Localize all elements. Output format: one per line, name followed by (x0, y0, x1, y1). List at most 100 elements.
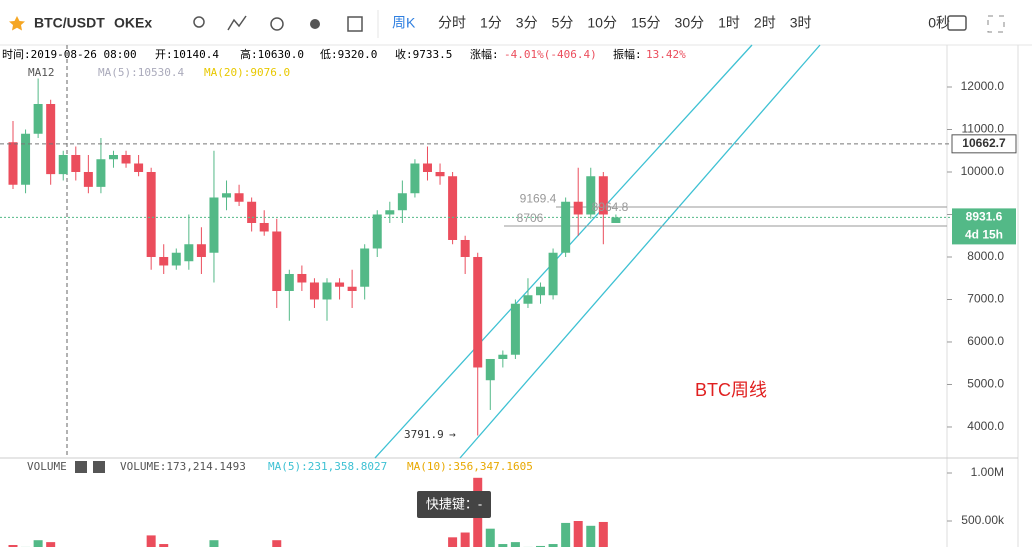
candle-body (96, 159, 106, 187)
screenshot-icon[interactable] (947, 15, 967, 31)
interval-tab[interactable]: 10分 (587, 15, 617, 31)
candle-body (46, 103, 56, 175)
candle-body (83, 171, 93, 187)
last-price-label: 8931.6 (966, 210, 1003, 224)
info-time: 时间:2019-08-26 08:00 (2, 48, 137, 61)
volume-bar (498, 544, 508, 547)
volume-bar (561, 522, 571, 547)
layout-icon[interactable] (347, 16, 363, 32)
candle-body (397, 193, 407, 211)
candle-body (247, 201, 257, 223)
volume-name: VOLUME (27, 460, 67, 473)
indicator-icon[interactable] (227, 15, 247, 31)
exchange: OKEx (114, 15, 152, 31)
bar-countdown: 4d 15h (965, 228, 1003, 242)
fullscreen-icon[interactable] (987, 15, 1005, 33)
candle-body (134, 163, 144, 172)
volume-bar (586, 525, 596, 547)
candle-body (146, 171, 156, 257)
price-mark: 9169.4 (520, 191, 557, 205)
candle-body (422, 163, 432, 172)
ma-name: MA12 (28, 66, 55, 79)
volume-bar (485, 528, 495, 547)
volume-bar (448, 537, 458, 547)
candle-body (234, 193, 244, 202)
info-change-label: 涨幅: (470, 48, 499, 61)
period-select[interactable]: 周K (392, 15, 416, 31)
interval-tab[interactable]: 5分 (552, 15, 574, 31)
interval-tab[interactable]: 1分 (480, 15, 502, 31)
y-tick-label: 10000.0 (961, 164, 1005, 178)
candle-body (548, 252, 558, 296)
search-icon[interactable] (193, 16, 205, 28)
volume-bar (573, 521, 583, 547)
v-tick-label: 1.00M (971, 465, 1004, 479)
candle-body (335, 282, 345, 287)
y-tick-label: 8000.0 (967, 249, 1004, 263)
countdown: 0秒 (928, 15, 950, 31)
candle-body (33, 103, 43, 134)
interval-tab[interactable]: 3时 (790, 15, 812, 31)
interval-tab[interactable]: 15分 (631, 15, 661, 31)
info-low: 低:9320.0 (320, 48, 377, 61)
candle-body (347, 286, 357, 291)
pair: BTC/USDT (34, 15, 105, 31)
interval-tab[interactable]: 1时 (718, 15, 740, 31)
interval-tab[interactable]: 2时 (754, 15, 776, 31)
candle-body (259, 222, 269, 232)
candle-body (586, 176, 596, 215)
low-arrow: → (449, 428, 456, 441)
interval-tab[interactable]: 30分 (675, 15, 705, 31)
interval-tab[interactable]: 3分 (516, 15, 538, 31)
candle-body (523, 295, 533, 304)
volume-bar (460, 532, 470, 547)
candle-body (322, 282, 332, 300)
candle-body (573, 201, 583, 215)
info-amplitude: 13.42% (646, 48, 686, 61)
favorite-star[interactable] (9, 16, 25, 31)
volume-bar (510, 542, 520, 547)
price-mark: 8964.8 (592, 200, 629, 214)
volume-close[interactable] (93, 461, 105, 473)
y-tick-label: 11000.0 (962, 122, 1005, 136)
ma20: MA(20):9076.0 (204, 66, 290, 79)
interval-tab[interactable]: 分时 (438, 15, 466, 31)
theme-icon[interactable] (310, 19, 320, 29)
candle-body (510, 303, 520, 355)
last-price-bg (952, 208, 1016, 245)
info-line: 时间:2019-08-26 08:00 开:10140.4 高:10630.0 … (2, 47, 686, 79)
y-tick-label: 6000.0 (967, 334, 1004, 348)
candle-body (460, 239, 470, 257)
candle-body (196, 244, 206, 257)
volume-bar (159, 544, 169, 547)
candle-body (21, 133, 31, 185)
price-mark: 8706 (517, 211, 544, 225)
ma5: MA(5):10530.4 (98, 66, 184, 79)
volume-bar (8, 545, 18, 547)
volume-bar (548, 544, 558, 547)
candle-body (435, 171, 445, 177)
tooltip-bg (417, 491, 491, 518)
volume-bar (272, 540, 282, 547)
info-amplitude-label: 振幅: (613, 47, 642, 61)
candle-body (284, 273, 294, 291)
high-label-bg (951, 134, 1017, 154)
candle-body (448, 176, 458, 240)
settings-icon[interactable] (270, 17, 284, 31)
candle-body (171, 252, 181, 266)
candle-body (108, 154, 118, 160)
volume-bar (33, 540, 43, 547)
info-open: 开:10140.4 (155, 48, 219, 61)
candle-body (561, 201, 571, 253)
volume-bar (209, 540, 219, 547)
info-change: -4.01%(-406.4) (504, 48, 597, 61)
candle-body (410, 163, 420, 194)
volume-ma5: MA(5):231,358.8027 (268, 460, 387, 473)
volume-settings[interactable] (75, 461, 87, 473)
volume-ma10: MA(10):356,347.1605 (407, 460, 533, 473)
candle-body (184, 244, 194, 262)
candle-body (598, 176, 608, 215)
candle-body (485, 358, 495, 381)
candle-body (159, 256, 169, 266)
